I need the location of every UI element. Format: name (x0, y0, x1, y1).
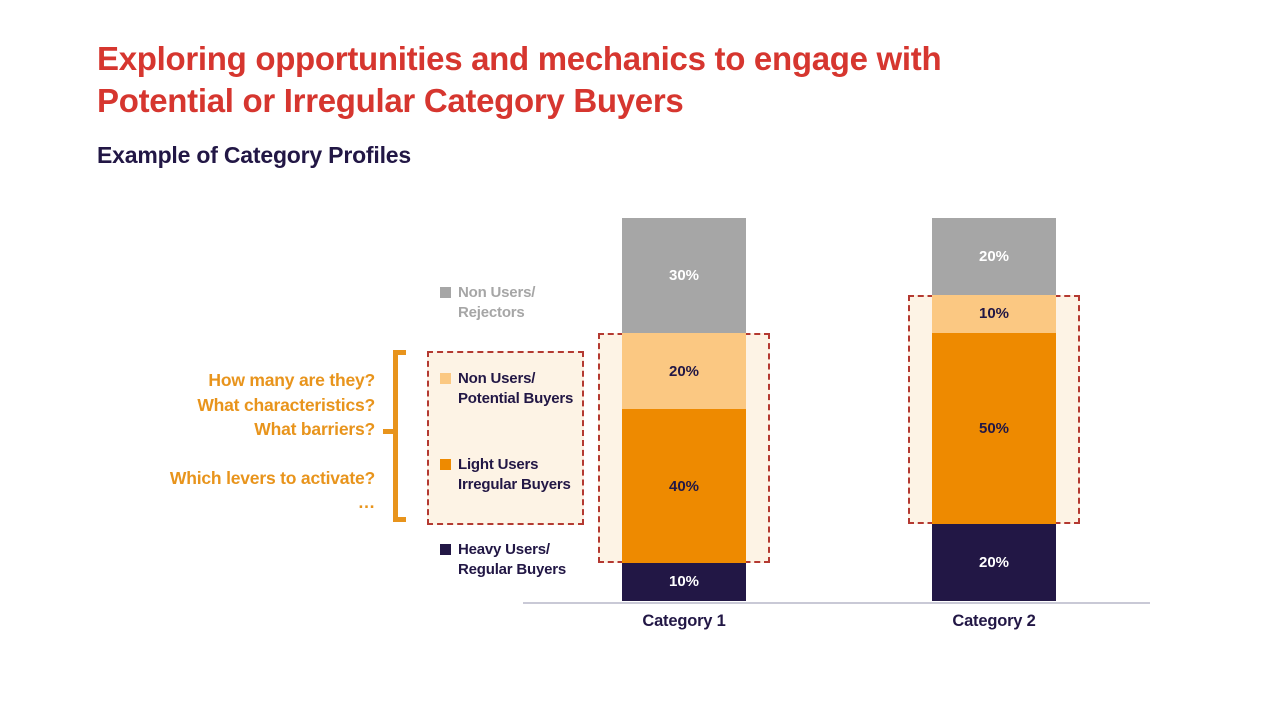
bar-segment-non-users-rejectors: 20% (932, 218, 1056, 295)
bar-segment-light-users-irregular-buyers: 50% (932, 332, 1056, 525)
bar-segment-heavy-users-regular-buyers: 10% (622, 562, 746, 601)
question-line: What barriers? (254, 419, 375, 439)
legend-label: Non Users/Potential Buyers (458, 370, 574, 407)
legend-label: Non Users/Rejectors (458, 284, 536, 321)
bar-segment-light-users-irregular-buyers: 40% (622, 409, 746, 563)
legend-swatch-orange (440, 459, 451, 470)
stacked-bar-chart: 30% 20% 40% 10% 20% 10% 50% 20% Category 1 Cat… (523, 218, 1150, 630)
x-axis-label-category-1: Category 1 (642, 612, 726, 630)
legend-item-non-users-potential-buyers: Non Users/Potential Buyers (440, 369, 573, 409)
bar-column-category-2: 20% 10% 50% 20% (908, 218, 1080, 601)
questions-block: How many are they? What characteristics?… (95, 368, 375, 515)
bracket-vertical-bar (393, 350, 398, 522)
bar-category-1: 30% 20% 40% 10% (622, 218, 746, 601)
slide-title: Exploring opportunities and mechanics to… (97, 40, 942, 119)
question-ellipsis: … (357, 492, 376, 512)
x-axis-line (523, 602, 1150, 604)
legend-item-light-users-irregular-buyers: Light Users Irregular Buyers (440, 455, 571, 495)
bracket-top-cap (393, 350, 406, 355)
legend-item-heavy-users-regular-buyers: Heavy Users/Regular Buyers (440, 540, 566, 580)
legend-swatch-navy (440, 544, 451, 555)
bar-category-2: 20% 10% 50% 20% (932, 218, 1056, 601)
bar-segment-non-users-potential-buyers: 10% (932, 294, 1056, 333)
bracket-bottom-cap (393, 517, 406, 522)
legend-item-non-users-rejectors: Non Users/Rejectors (440, 283, 535, 323)
question-line: What characteristics? (197, 394, 375, 415)
question-line: How many are they? (208, 370, 375, 390)
bar-segment-non-users-rejectors: 30% (622, 218, 746, 333)
bracket-middle-tick (383, 429, 393, 434)
bar-column-category-1: 30% 20% 40% 10% (598, 218, 770, 601)
bar-segment-heavy-users-regular-buyers: 20% (932, 524, 1056, 601)
legend-highlight-dashed-box (427, 351, 584, 525)
question-line: Which levers to activate? (169, 467, 375, 488)
x-axis-label-category-2: Category 2 (952, 612, 1036, 630)
legend-label: Light Users Irregular Buyers (458, 456, 571, 493)
legend-swatch-light-orange (440, 373, 451, 384)
legend-label: Heavy Users/Regular Buyers (458, 541, 567, 578)
legend-swatch-gray (440, 287, 451, 298)
slide-subtitle: Example of Category Profiles (97, 142, 411, 168)
bar-segment-non-users-potential-buyers: 20% (622, 332, 746, 410)
